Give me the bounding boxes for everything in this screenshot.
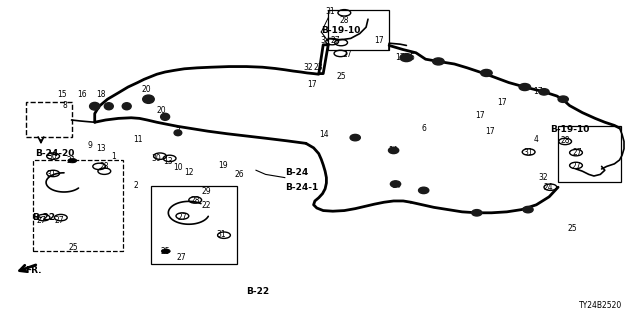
Ellipse shape bbox=[122, 103, 131, 110]
Text: 31: 31 bbox=[524, 148, 534, 156]
Text: 28: 28 bbox=[191, 196, 200, 204]
Ellipse shape bbox=[558, 96, 568, 102]
Ellipse shape bbox=[419, 187, 429, 194]
Text: 3: 3 bbox=[320, 36, 325, 44]
Text: 27: 27 bbox=[330, 36, 340, 44]
Text: 4: 4 bbox=[534, 135, 539, 144]
Text: 25: 25 bbox=[68, 244, 79, 252]
Ellipse shape bbox=[481, 69, 492, 76]
Text: 13: 13 bbox=[96, 144, 106, 153]
Text: 31: 31 bbox=[325, 7, 335, 16]
Ellipse shape bbox=[400, 54, 413, 62]
Text: 27: 27 bbox=[176, 253, 186, 262]
Text: 28: 28 bbox=[561, 136, 570, 145]
Text: 7: 7 bbox=[175, 127, 180, 136]
Ellipse shape bbox=[388, 147, 399, 154]
Bar bbox=[33, 160, 123, 251]
Text: 27: 27 bbox=[571, 162, 581, 171]
Text: 27: 27 bbox=[572, 148, 582, 156]
Text: B-24-1: B-24-1 bbox=[285, 183, 318, 192]
Text: 29: 29 bbox=[201, 188, 211, 196]
Text: 31: 31 bbox=[46, 170, 56, 179]
Circle shape bbox=[68, 158, 77, 163]
Text: 27: 27 bbox=[54, 216, 64, 225]
Text: 8: 8 bbox=[63, 101, 68, 110]
Text: 16: 16 bbox=[77, 90, 87, 99]
Text: 28: 28 bbox=[340, 16, 349, 25]
Text: 17: 17 bbox=[532, 87, 543, 96]
Bar bbox=[558, 126, 621, 182]
Text: 25: 25 bbox=[161, 247, 171, 256]
Ellipse shape bbox=[472, 210, 482, 216]
Text: 20: 20 bbox=[141, 85, 151, 94]
Ellipse shape bbox=[143, 95, 154, 103]
Text: 27: 27 bbox=[177, 213, 188, 222]
Text: 13: 13 bbox=[163, 157, 173, 166]
Text: 17: 17 bbox=[374, 36, 384, 44]
Text: B-24: B-24 bbox=[285, 168, 308, 177]
Text: B-22: B-22 bbox=[32, 213, 55, 222]
Ellipse shape bbox=[104, 103, 113, 110]
Text: 25: 25 bbox=[336, 72, 346, 81]
Text: 25: 25 bbox=[568, 224, 578, 233]
Text: 5: 5 bbox=[409, 53, 414, 62]
Text: 27: 27 bbox=[342, 50, 353, 59]
Text: 2: 2 bbox=[133, 181, 138, 190]
Text: 22: 22 bbox=[202, 201, 211, 210]
Ellipse shape bbox=[539, 89, 549, 95]
Ellipse shape bbox=[90, 102, 100, 110]
Ellipse shape bbox=[523, 206, 533, 213]
Circle shape bbox=[161, 249, 170, 253]
Ellipse shape bbox=[390, 181, 401, 187]
Text: 30: 30 bbox=[151, 154, 161, 163]
Text: 32: 32 bbox=[303, 63, 313, 72]
Text: 15: 15 bbox=[57, 90, 67, 99]
Text: 12: 12 bbox=[184, 168, 193, 177]
Ellipse shape bbox=[161, 113, 170, 120]
Text: 14: 14 bbox=[390, 181, 401, 190]
Text: 20: 20 bbox=[156, 106, 166, 115]
Bar bbox=[151, 186, 237, 264]
Text: 11: 11 bbox=[134, 135, 143, 144]
Text: 14: 14 bbox=[388, 146, 398, 155]
Text: 17: 17 bbox=[395, 53, 405, 62]
Ellipse shape bbox=[519, 84, 531, 91]
Text: 32: 32 bbox=[538, 173, 548, 182]
Ellipse shape bbox=[433, 58, 444, 65]
Text: 28: 28 bbox=[100, 162, 109, 171]
Text: 26: 26 bbox=[234, 170, 244, 179]
Ellipse shape bbox=[350, 134, 360, 141]
Text: 17: 17 bbox=[475, 111, 485, 120]
Text: 6: 6 bbox=[421, 124, 426, 132]
Text: 23: 23 bbox=[313, 63, 323, 72]
Text: 9: 9 bbox=[87, 141, 92, 150]
Text: 27: 27 bbox=[36, 216, 46, 225]
Text: B-19-10: B-19-10 bbox=[321, 26, 361, 35]
Text: 24: 24 bbox=[543, 183, 553, 192]
Text: B-22: B-22 bbox=[246, 287, 269, 296]
Text: B-19-10: B-19-10 bbox=[550, 125, 590, 134]
Text: 18: 18 bbox=[97, 90, 106, 99]
Bar bbox=[26, 102, 72, 137]
Text: 10: 10 bbox=[173, 163, 183, 172]
Text: 21: 21 bbox=[67, 156, 76, 164]
Text: 17: 17 bbox=[307, 80, 317, 89]
Ellipse shape bbox=[174, 130, 182, 136]
Text: B-24-20: B-24-20 bbox=[35, 149, 75, 158]
Text: 1: 1 bbox=[111, 152, 116, 161]
Text: 31: 31 bbox=[216, 230, 227, 239]
Text: 17: 17 bbox=[484, 127, 495, 136]
Text: 14: 14 bbox=[319, 130, 330, 139]
Text: 19: 19 bbox=[218, 161, 228, 170]
Text: FR.: FR. bbox=[26, 266, 42, 275]
Text: 30: 30 bbox=[47, 152, 58, 161]
Text: TY24B2520: TY24B2520 bbox=[579, 301, 623, 310]
Bar bbox=[328, 10, 389, 50]
Text: 17: 17 bbox=[497, 98, 508, 107]
